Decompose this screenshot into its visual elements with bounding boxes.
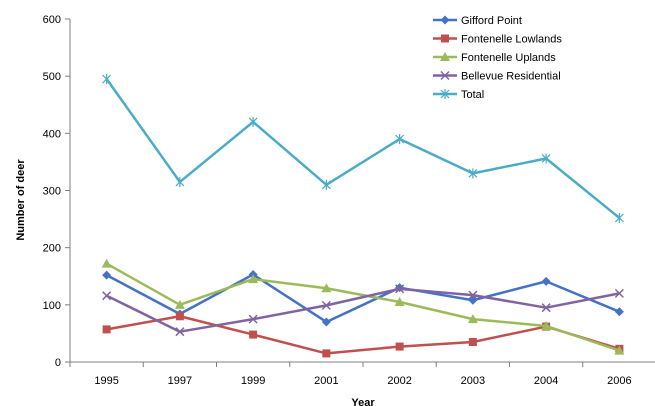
data-point <box>614 288 624 298</box>
series-line <box>106 273 620 324</box>
data-point <box>541 303 551 313</box>
y-tick-label: 100 <box>43 300 61 312</box>
data-point <box>394 296 405 306</box>
legend-label: Fontenelle Uplands <box>461 52 556 64</box>
series-line <box>106 287 620 333</box>
y-tick-label: 400 <box>43 128 61 140</box>
data-point <box>102 325 111 334</box>
y-axis-title: Number of deer <box>15 159 27 241</box>
y-tick-label: 500 <box>43 71 61 83</box>
data-point <box>541 276 551 286</box>
legend-marker <box>440 52 450 61</box>
legend-label: Gifford Point <box>461 15 522 27</box>
legend-label: Fontenelle Lowlands <box>461 34 562 46</box>
data-point <box>614 345 625 355</box>
data-point <box>614 307 624 317</box>
data-point <box>101 258 112 268</box>
data-point <box>102 74 112 85</box>
data-point <box>248 116 258 127</box>
data-point <box>248 314 258 324</box>
data-point <box>541 320 552 330</box>
x-tick-label: 2001 <box>314 375 338 387</box>
x-tick-label: 2002 <box>387 375 411 387</box>
y-tick-label: 300 <box>43 186 61 198</box>
data-point <box>541 153 551 164</box>
x-tick-label: 2006 <box>607 375 631 387</box>
legend-item: Fontenelle Uplands <box>433 52 556 64</box>
series-layer <box>101 74 625 358</box>
data-point <box>468 295 478 305</box>
series-total <box>102 74 624 223</box>
data-point <box>468 168 478 179</box>
legend-marker <box>440 15 450 25</box>
x-axis-ticks: 1995 1997 1999 2001 2002 2003 2004 2006 <box>69 362 632 387</box>
series-line <box>105 78 621 219</box>
series-fontenelle-uplands <box>101 258 625 355</box>
legend-label: Total <box>461 89 484 101</box>
legend-marker <box>440 70 450 81</box>
data-point <box>321 317 331 327</box>
legend-item: Gifford Point <box>433 15 522 27</box>
data-point <box>468 337 477 346</box>
data-point <box>249 330 258 339</box>
data-point <box>321 179 331 190</box>
legend: Gifford Point Fontenelle Lowlands Fontenel… <box>433 15 562 101</box>
data-point <box>614 212 624 223</box>
series-line <box>106 315 620 355</box>
legend-item: Total <box>433 89 484 101</box>
y-tick-label: 200 <box>43 243 61 255</box>
x-tick-label: 2004 <box>534 375 558 387</box>
data-point <box>248 274 259 284</box>
x-tick-label: 1999 <box>241 375 265 387</box>
x-axis-title: Year <box>351 397 375 406</box>
data-point <box>468 290 478 300</box>
legend-marker <box>440 89 450 99</box>
data-point <box>467 314 478 324</box>
y-axis-ticks: 0 100 200 300 400 500 600 <box>43 14 70 369</box>
data-point <box>322 349 331 358</box>
legend-item: Fontenelle Lowlands <box>433 34 562 46</box>
series-bellevue-residential <box>102 284 624 337</box>
data-point <box>321 300 331 310</box>
legend-item: Bellevue Residential <box>433 71 561 83</box>
data-point <box>321 283 332 293</box>
data-point <box>395 134 405 145</box>
data-point <box>175 327 185 337</box>
data-point <box>174 299 185 309</box>
legend-label: Bellevue Residential <box>461 71 561 83</box>
x-tick-label: 1997 <box>168 375 192 387</box>
legend-marker <box>441 34 449 43</box>
data-point <box>395 284 405 294</box>
data-point <box>175 312 184 321</box>
data-point <box>395 342 404 351</box>
x-tick-label: 1995 <box>94 375 118 387</box>
series-line <box>106 262 620 352</box>
x-tick-label: 2003 <box>461 375 485 387</box>
series-fontenelle-lowlands <box>102 312 624 358</box>
data-point <box>175 176 185 187</box>
y-tick-label: 600 <box>43 14 61 26</box>
data-point <box>102 270 112 280</box>
y-tick-label: 0 <box>55 357 61 369</box>
data-point <box>102 291 112 301</box>
